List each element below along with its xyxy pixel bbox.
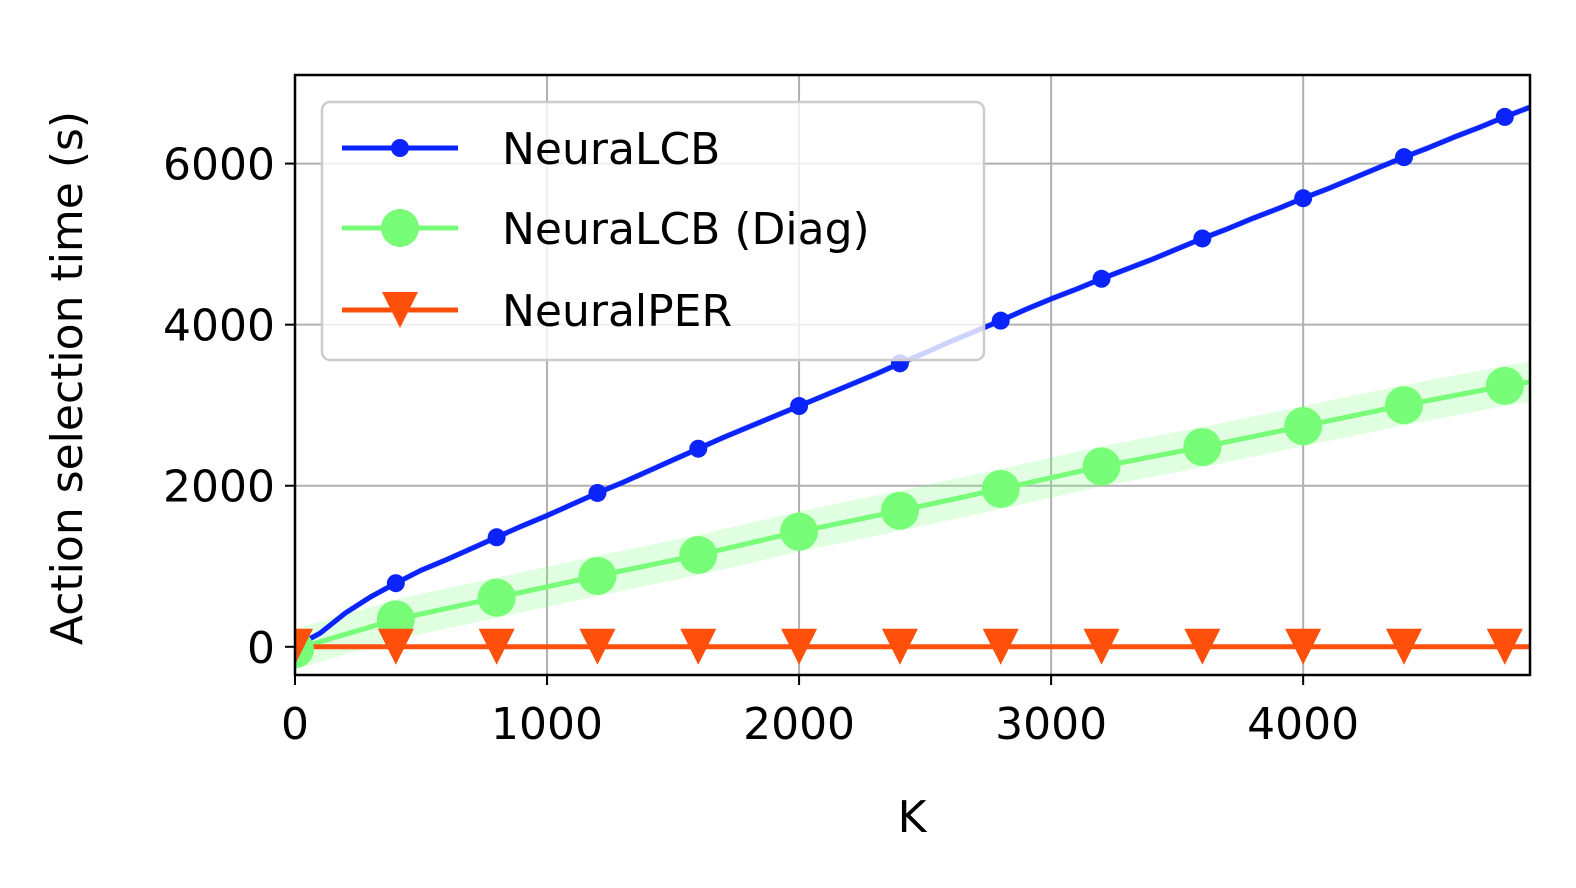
data-point-neuralper	[579, 628, 616, 665]
data-point-neuralcb-diag	[1082, 447, 1121, 486]
data-point-neuralcb	[1294, 189, 1313, 208]
data-point-neuralcb-diag	[1284, 407, 1323, 446]
data-point-neuralcb	[1394, 148, 1413, 167]
data-point-neuralper	[1285, 628, 1322, 665]
data-point-neuralper	[377, 628, 414, 665]
data-point-neuralcb-diag	[880, 491, 919, 530]
data-point-neuralcb-diag	[780, 512, 819, 551]
data-point-neuralper	[1184, 628, 1221, 665]
data-point-neuralcb-diag	[679, 536, 718, 574]
data-point-neuralcb-diag	[1384, 386, 1423, 425]
legend-marker-neuralper	[382, 292, 418, 328]
data-point-neuralper	[295, 628, 313, 665]
data-point-neuralcb	[1092, 269, 1111, 288]
data-point-neuralcb-diag	[578, 556, 617, 595]
data-point-neuralper	[478, 628, 515, 665]
x-axis-label: K	[898, 792, 928, 843]
legend-marker-neuralcb-diag	[381, 209, 419, 247]
x-tick-label: 1000	[491, 699, 603, 750]
data-point-neuralper	[1486, 628, 1523, 665]
x-axis-ticks: 0 1000 2000 3000 4000	[281, 675, 1359, 750]
y-axis-label: Action selection time (s)	[42, 111, 93, 645]
data-point-neuralcb	[1193, 229, 1212, 248]
x-tick-label: 3000	[995, 699, 1107, 750]
x-tick-label: 4000	[1247, 699, 1359, 750]
data-point-neuralper	[781, 628, 818, 665]
legend-box	[320, 100, 986, 362]
data-point-neuralcb-diag	[981, 469, 1020, 508]
data-point-neuralper	[1385, 628, 1422, 665]
data-point-neuralcb	[487, 528, 506, 547]
x-tick-label: 0	[281, 699, 309, 750]
data-point-neuralper	[1083, 628, 1120, 665]
data-point-neuralcb-diag	[1183, 428, 1222, 467]
data-point-neuralcb-diag	[477, 578, 516, 617]
plot-frame	[293, 73, 1532, 677]
data-point-neuralper	[680, 628, 717, 665]
legend-label-neuralcb: NeuraLCB	[502, 124, 720, 175]
data-point-neuralcb	[689, 439, 708, 458]
data-point-neuralper	[881, 628, 918, 665]
data-point-neuralcb	[588, 483, 607, 502]
legend-label-neuralcb-diag: NeuraLCB (Diag)	[502, 204, 870, 255]
legend-marker-neuralcb	[391, 139, 409, 157]
data-point-neuralcb	[991, 311, 1010, 330]
data-point-neuralcb-diag	[1485, 366, 1524, 405]
legend-label-neuralper: NeuralPER	[502, 286, 732, 337]
x-tick-label: 2000	[743, 699, 855, 750]
series-markers	[295, 107, 1524, 669]
data-point-neuralcb	[1495, 107, 1514, 126]
data-point-neuralcb	[790, 397, 809, 416]
legend: NeuraLCB NeuraLCB (Diag) NeuralPER	[320, 100, 986, 362]
data-point-neuralper	[982, 628, 1019, 665]
y-tick-label: 2000	[163, 462, 275, 513]
y-tick-label: 0	[247, 623, 275, 674]
y-tick-label: 6000	[163, 140, 275, 191]
data-point-neuralcb	[386, 574, 405, 593]
y-tick-label: 4000	[163, 301, 275, 352]
y-axis-ticks: 0 2000 4000 6000	[163, 140, 295, 674]
